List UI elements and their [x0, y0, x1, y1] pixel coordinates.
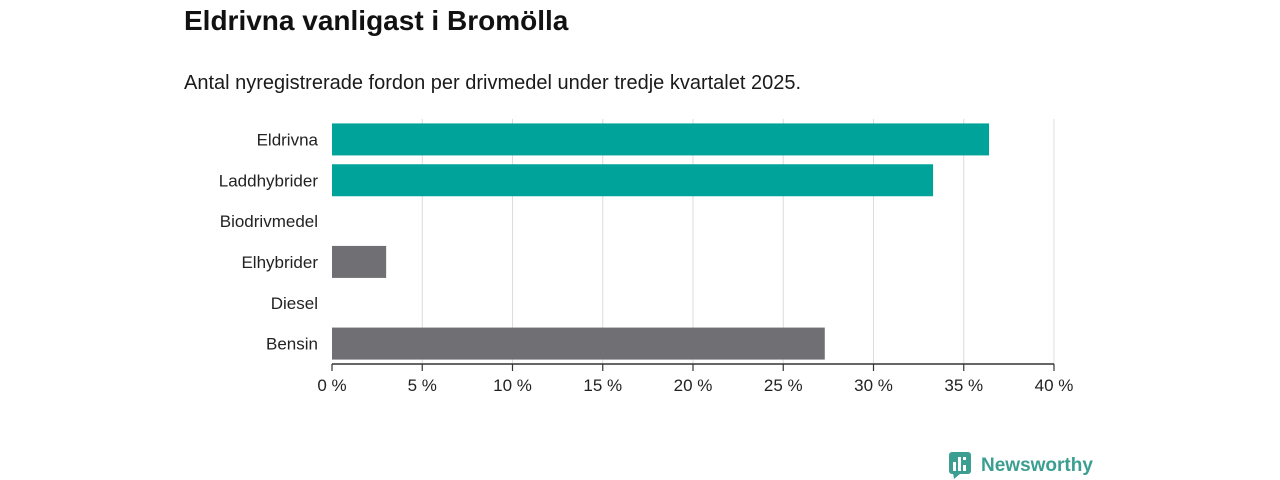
x-tick-label: 0 %	[317, 376, 346, 395]
newsworthy-chart-bubble-icon	[949, 452, 971, 479]
x-tick-label: 25 %	[764, 376, 803, 395]
bar-bensin	[332, 327, 825, 360]
category-label: Eldrivna	[257, 130, 319, 149]
logo-text: Newsworthy	[981, 455, 1093, 476]
chart-title: Eldrivna vanligast i Bromölla	[184, 5, 569, 36]
x-tick-label: 40 %	[1035, 376, 1074, 395]
gridlines	[421, 119, 1055, 364]
category-label: Laddhybrider	[219, 171, 319, 190]
category-labels: Eldrivna Laddhybrider Biodrivmedel Elhybrid…	[219, 130, 319, 353]
x-tick-label: 20 %	[674, 376, 713, 395]
chart-subtitle: Antal nyregistrerade fordon per drivmede…	[184, 72, 801, 94]
x-tick-label: 15 %	[583, 376, 622, 395]
category-label: Elhybrider	[241, 253, 318, 272]
x-axis: 0 % 5 % 10 % 15 % 20 % 25 % 30 % 35 % 40 %	[317, 363, 1074, 395]
x-tick-label: 35 %	[944, 376, 983, 395]
newsworthy-logo: Newsworthy	[949, 452, 1093, 479]
bar-eldrivna	[332, 123, 990, 156]
bar-elhybrider	[332, 245, 387, 278]
x-tick-label: 5 %	[408, 376, 437, 395]
x-tick-label: 30 %	[854, 376, 893, 395]
category-label: Biodrivmedel	[220, 212, 318, 231]
category-label: Diesel	[271, 294, 318, 313]
x-tick-label: 10 %	[493, 376, 532, 395]
bar-laddhybrider	[332, 164, 934, 197]
category-label: Bensin	[266, 335, 318, 354]
bars	[332, 123, 990, 360]
